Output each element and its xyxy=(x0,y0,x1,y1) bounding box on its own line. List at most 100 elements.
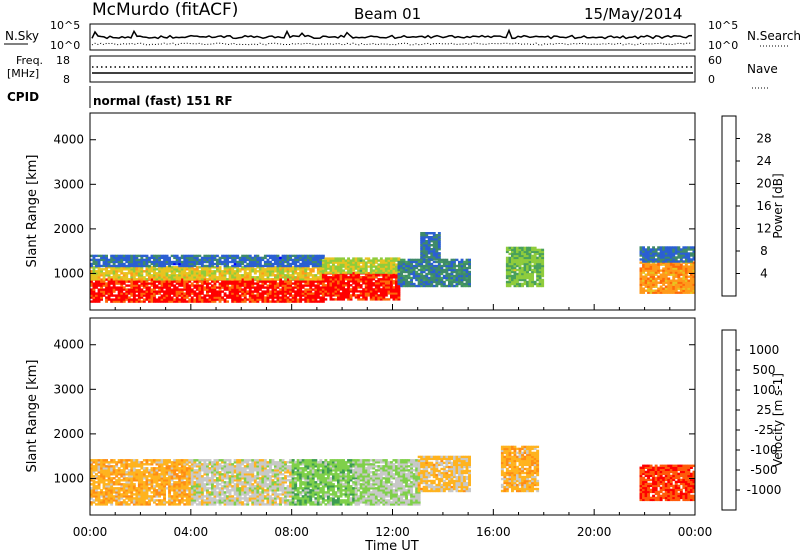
data-cell xyxy=(284,266,287,269)
data-cell xyxy=(117,286,121,289)
data-cell xyxy=(117,501,121,504)
data-cell xyxy=(258,262,262,266)
data-cell xyxy=(276,254,280,258)
data-cell xyxy=(662,275,666,278)
data-cell xyxy=(281,284,285,287)
data-cell xyxy=(238,294,242,297)
data-cell xyxy=(248,282,252,285)
data-cell xyxy=(258,286,262,289)
data-cell xyxy=(410,276,413,280)
data-cell xyxy=(400,258,403,262)
data-cell xyxy=(271,272,275,275)
data-cell xyxy=(384,263,388,266)
data-cell xyxy=(170,479,174,482)
data-cell xyxy=(195,459,199,462)
data-cell xyxy=(135,503,139,506)
data-cell xyxy=(183,477,187,480)
data-cell xyxy=(256,278,260,281)
data-cell xyxy=(233,282,237,285)
data-cell xyxy=(337,265,340,268)
data-cell xyxy=(468,280,471,284)
data-cell xyxy=(251,276,255,279)
data-cell xyxy=(422,278,426,282)
data-cell xyxy=(223,286,227,289)
data-cell xyxy=(528,258,532,262)
data-cell xyxy=(110,465,114,468)
data-cell xyxy=(422,256,426,259)
data-cell xyxy=(528,266,532,270)
data-cell xyxy=(107,471,111,474)
data-cell xyxy=(276,294,280,297)
data-cell xyxy=(274,282,277,285)
data-cell xyxy=(185,262,189,266)
data-cell xyxy=(168,481,171,484)
data-cell xyxy=(536,256,540,260)
data-cell xyxy=(190,266,194,269)
data-cell xyxy=(228,266,232,269)
data-cell xyxy=(453,266,456,270)
data-cell xyxy=(528,260,532,264)
data-cell xyxy=(339,276,343,279)
data-cell xyxy=(190,268,194,271)
data-cell xyxy=(248,298,252,301)
data-cell xyxy=(238,280,242,283)
data-cell xyxy=(531,272,534,276)
data-cell xyxy=(508,258,512,262)
data-cell xyxy=(117,278,121,281)
data-cell xyxy=(395,292,398,295)
data-cell xyxy=(301,274,305,277)
data-cell xyxy=(137,503,141,506)
data-cell xyxy=(206,282,209,285)
data-cell xyxy=(405,276,408,280)
data-cell xyxy=(662,254,666,257)
data-cell xyxy=(301,254,305,258)
data-cell xyxy=(130,501,134,504)
data-cell xyxy=(92,290,96,293)
data-cell xyxy=(102,485,106,488)
data-cell xyxy=(659,285,663,288)
data-cell xyxy=(387,259,391,262)
data-cell xyxy=(127,264,131,268)
data-cell xyxy=(175,493,179,496)
data-cell xyxy=(266,272,270,275)
data-cell xyxy=(130,465,134,468)
data-cell xyxy=(289,270,292,273)
data-cell xyxy=(132,475,136,478)
data-cell xyxy=(362,298,366,301)
data-cell xyxy=(387,271,391,274)
data-cell xyxy=(304,262,308,266)
data-cell xyxy=(352,267,356,270)
data-cell xyxy=(647,263,650,266)
data-cell xyxy=(266,270,270,273)
data-cell xyxy=(97,459,101,462)
data-cell xyxy=(137,280,141,283)
data-cell xyxy=(142,276,146,279)
data-cell xyxy=(347,284,350,287)
data-cell xyxy=(274,286,277,289)
data-cell xyxy=(183,276,187,279)
data-cell xyxy=(284,280,287,283)
data-cell xyxy=(352,257,356,260)
data-cell xyxy=(425,242,429,245)
data-cell xyxy=(417,284,421,288)
data-cell xyxy=(120,254,124,258)
data-cell xyxy=(276,292,280,295)
data-cell xyxy=(657,246,661,249)
data-cell xyxy=(321,267,325,270)
data-cell xyxy=(538,254,542,258)
data-cell xyxy=(213,272,217,275)
data-cell xyxy=(357,265,361,268)
data-cell xyxy=(400,268,403,272)
data-cell xyxy=(531,256,534,260)
data-cell xyxy=(213,459,217,462)
data-cell xyxy=(122,501,126,504)
data-cell xyxy=(216,467,219,470)
data-cell xyxy=(359,267,363,270)
data-cell xyxy=(415,278,419,282)
data-cell xyxy=(145,288,149,291)
data-cell xyxy=(684,291,688,294)
data-cell xyxy=(236,298,240,301)
data-cell xyxy=(533,262,537,266)
data-cell xyxy=(354,278,358,281)
data-cell xyxy=(382,271,386,274)
